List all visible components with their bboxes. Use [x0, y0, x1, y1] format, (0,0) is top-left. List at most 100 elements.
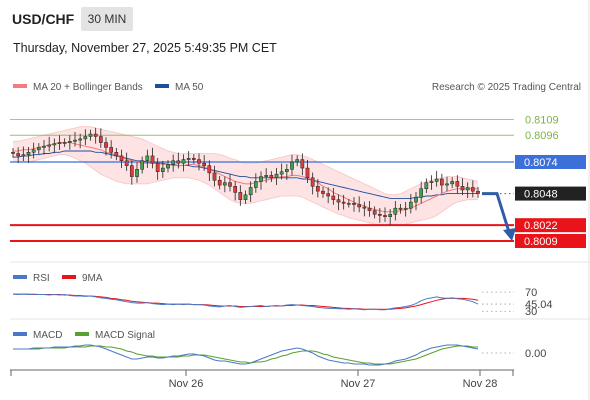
macd-legend-swatch — [13, 332, 27, 336]
ma50-legend-swatch — [155, 84, 169, 88]
rsi-level-label-45.04: 45.04 — [525, 299, 553, 311]
candle — [310, 172, 315, 195]
candle-body-down — [93, 133, 98, 137]
candle — [83, 129, 88, 146]
macd-signal-legend-swatch — [75, 332, 89, 336]
candle-body-down — [269, 175, 274, 179]
rsi-line — [12, 293, 479, 311]
macd-pane: 0.00 — [13, 344, 546, 366]
current-price-box — [515, 186, 586, 201]
candle — [119, 149, 124, 168]
candle-body-up — [57, 142, 62, 145]
candle-body-down — [336, 199, 341, 203]
candle-body-up — [222, 182, 227, 186]
candle-body-down — [191, 158, 196, 160]
candle — [300, 153, 305, 176]
candle — [393, 200, 398, 221]
candle-body-down — [460, 186, 465, 191]
candle-body-down — [98, 136, 103, 143]
candle-body-down — [367, 207, 372, 211]
level-label-0.8074: 0.8074 — [524, 157, 558, 169]
candle-body-up — [166, 164, 170, 169]
candle — [78, 133, 83, 149]
candle — [264, 168, 269, 183]
candle-body-down — [341, 201, 346, 204]
candle — [52, 138, 57, 154]
candle — [31, 142, 36, 159]
candle-body-down — [372, 210, 377, 215]
candle — [383, 207, 387, 222]
candle — [253, 173, 258, 193]
macd-zero-label: 0.00 — [525, 348, 546, 360]
candle — [455, 175, 460, 194]
candle — [160, 160, 165, 178]
ma50-line — [13, 150, 478, 199]
candle-body-up — [445, 183, 449, 186]
x-axis: Nov 26 Nov 27 Nov 28 — [10, 370, 514, 390]
candle-body-down — [476, 190, 480, 194]
macd-legend: MACD MACD Signal — [13, 330, 155, 341]
candle — [357, 196, 362, 213]
candle-body-up — [403, 207, 408, 210]
candle-body-up — [47, 144, 52, 147]
macd-signal-legend-label: MACD Signal — [95, 330, 155, 341]
candle — [439, 173, 444, 194]
ma50-legend-label: MA 50 — [175, 82, 204, 93]
rsi-level-label-30: 30 — [525, 306, 537, 318]
candle — [228, 174, 232, 192]
candle-body-down — [300, 159, 305, 169]
candle-body-up — [42, 145, 46, 148]
candle-body-up — [140, 160, 145, 170]
candle — [238, 185, 243, 206]
candle — [233, 181, 238, 201]
candle-body-down — [104, 142, 108, 148]
candle — [326, 187, 331, 204]
rsi-ma-legend-swatch — [62, 275, 76, 279]
current-price-label: 0.8048 — [524, 189, 558, 201]
timeframe-button[interactable]: 30 MIN — [81, 7, 133, 31]
candle — [450, 177, 455, 189]
bollinger-bands — [13, 126, 479, 226]
candle-body-up — [434, 178, 439, 182]
candle-body-up — [346, 203, 351, 205]
x-tick-label-nov27: Nov 27 — [341, 378, 376, 390]
candle-body-down — [238, 192, 243, 200]
candle-body-up — [290, 161, 294, 170]
candle — [42, 139, 46, 155]
candle — [465, 182, 470, 199]
candle — [207, 160, 212, 182]
timestamp: Thursday, November 27, 2025 5:49:35 PM C… — [13, 41, 277, 55]
forecast-arrow — [482, 192, 516, 241]
candle — [377, 208, 382, 223]
candle-body-down — [11, 152, 15, 154]
candle-body-down — [383, 215, 387, 217]
x-tick-label-nov28: Nov 28 — [463, 378, 498, 390]
macd-legend-label: MACD — [33, 330, 62, 341]
level-label-0.8096: 0.8096 — [525, 130, 559, 142]
candle — [47, 136, 52, 152]
candle — [129, 160, 134, 185]
candle-body-down — [197, 159, 201, 164]
candle — [470, 180, 475, 198]
candle — [403, 201, 408, 217]
candle-body-up — [83, 136, 88, 140]
candle-body-down — [321, 190, 325, 194]
candle — [290, 154, 294, 176]
candle-body-down — [305, 167, 310, 179]
price-legend: MA 20 + Bollinger Bands MA 50 Research ©… — [13, 82, 581, 93]
macd-signal-line — [13, 345, 478, 365]
candle — [284, 164, 289, 180]
candle-body-up — [36, 147, 41, 151]
candle-body-up — [393, 207, 398, 215]
candle — [295, 155, 300, 167]
rsi-legend-swatch — [13, 275, 27, 279]
candle — [26, 147, 31, 163]
candle — [341, 194, 346, 210]
candle — [93, 127, 98, 144]
candle-body-down — [362, 206, 367, 209]
credit-text: Research © 2025 Trading Central — [432, 82, 581, 93]
candle — [331, 187, 336, 205]
candle — [202, 155, 207, 171]
candle — [362, 201, 367, 217]
